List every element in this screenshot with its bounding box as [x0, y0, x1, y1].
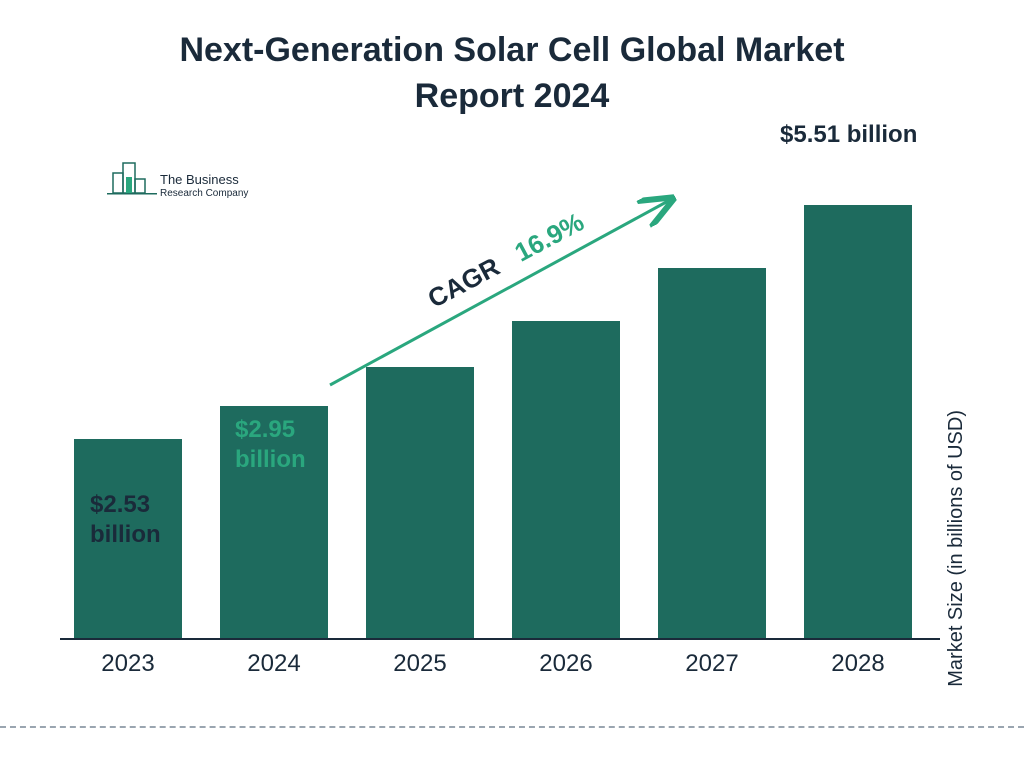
- x-axis-label: 2024: [220, 650, 328, 678]
- title-line-1: Next-Generation Solar Cell Global Market: [179, 31, 844, 69]
- bar-value-label-2028: $5.51 billion: [780, 120, 917, 150]
- x-axis-label: 2028: [804, 650, 912, 678]
- y-axis-label: Market Size (in billions of USD): [945, 410, 968, 687]
- bar-value-label-2024: $2.95 billion: [235, 415, 306, 475]
- x-axis-label: 2025: [366, 650, 474, 678]
- plot-area: 202320242025202620272028: [60, 140, 940, 640]
- x-axis-label: 2027: [658, 650, 766, 678]
- bar-value-label-2023: $2.53 billion: [90, 490, 161, 550]
- chart-title: Next-Generation Solar Cell Global Market…: [0, 0, 1024, 120]
- bottom-divider: [0, 726, 1024, 728]
- bar-2026: [512, 321, 620, 638]
- bar-2028: [804, 205, 912, 638]
- x-axis-label: 2023: [74, 650, 182, 678]
- bar-2027: [658, 268, 766, 638]
- bar-chart: 202320242025202620272028 $2.53 billion $…: [60, 140, 940, 680]
- bar-2025: [366, 367, 474, 638]
- x-axis-label: 2026: [512, 650, 620, 678]
- title-line-2: Report 2024: [415, 77, 610, 115]
